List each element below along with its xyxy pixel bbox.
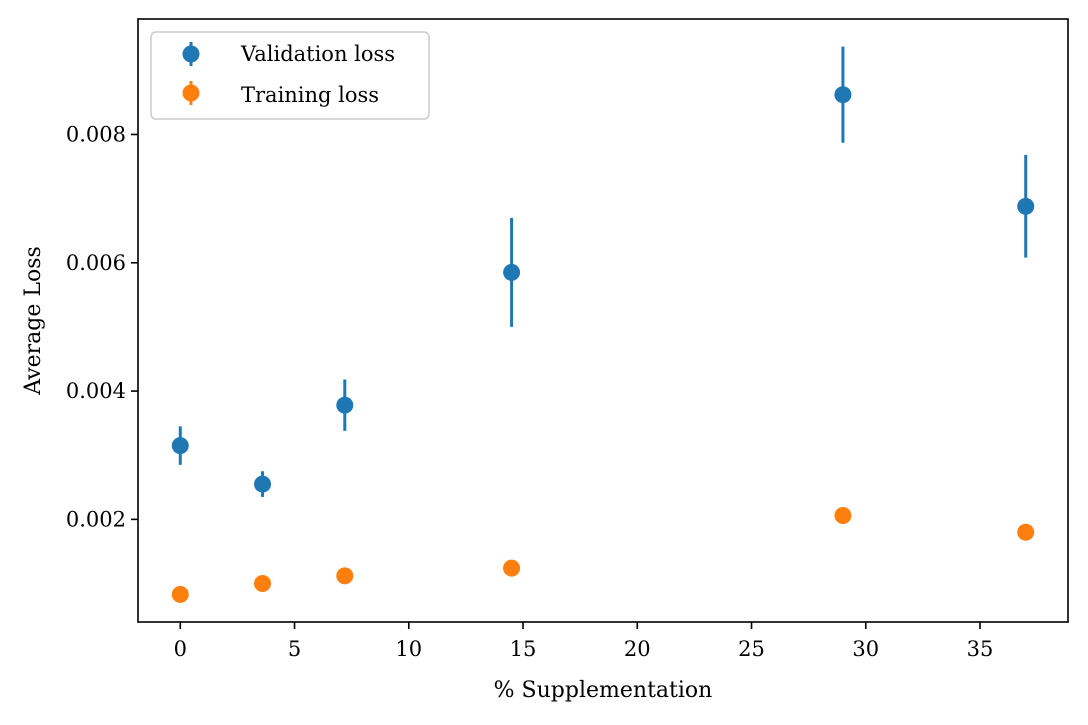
training-loss-point	[171, 585, 189, 603]
legend: Validation loss Training loss	[150, 31, 430, 120]
legend-training-marker	[182, 84, 200, 102]
x-axis-label: % Supplementation	[494, 678, 713, 703]
validation-loss-point	[254, 475, 272, 493]
legend-validation-label: Validation loss	[240, 42, 395, 66]
training-loss-point	[1017, 523, 1035, 541]
x-tick-label: 30	[852, 637, 879, 661]
x-tick-label: 20	[624, 637, 651, 661]
legend-entry-validation-loss: Validation loss	[182, 42, 395, 66]
validation-loss-point	[336, 396, 354, 414]
x-tick-label: 25	[738, 637, 765, 661]
y-tick-label: 0.002	[66, 507, 126, 531]
series-training-loss	[171, 507, 1035, 603]
y-axis-ticks: 0.002 0.004 0.006 0.008	[66, 122, 138, 531]
x-tick-label: 35	[967, 637, 994, 661]
y-tick-label: 0.008	[66, 122, 126, 146]
training-loss-point	[254, 575, 272, 593]
x-axis-ticks: 0 5 10 15 20 25 30 35	[174, 622, 994, 661]
x-tick-label: 10	[395, 637, 422, 661]
legend-validation-marker	[182, 45, 200, 63]
legend-training-label: Training loss	[241, 83, 379, 107]
validation-loss-point	[503, 263, 521, 281]
validation-loss-point	[171, 437, 189, 455]
y-axis-label: Average Loss	[21, 246, 46, 396]
series-validation-loss	[171, 46, 1035, 497]
legend-entry-training-loss: Training loss	[182, 81, 379, 107]
x-tick-label: 15	[510, 637, 537, 661]
validation-loss-point	[834, 86, 852, 104]
validation-loss-point	[1017, 197, 1035, 215]
training-loss-point	[503, 559, 521, 577]
y-tick-label: 0.004	[66, 379, 126, 403]
training-loss-point	[336, 567, 354, 585]
y-tick-label: 0.006	[66, 251, 126, 275]
x-tick-label: 0	[174, 637, 187, 661]
data-series	[171, 46, 1035, 603]
x-tick-label: 5	[288, 637, 301, 661]
training-loss-point	[834, 507, 852, 525]
plot-area-frame	[137, 18, 1069, 623]
legend-box	[150, 31, 430, 120]
